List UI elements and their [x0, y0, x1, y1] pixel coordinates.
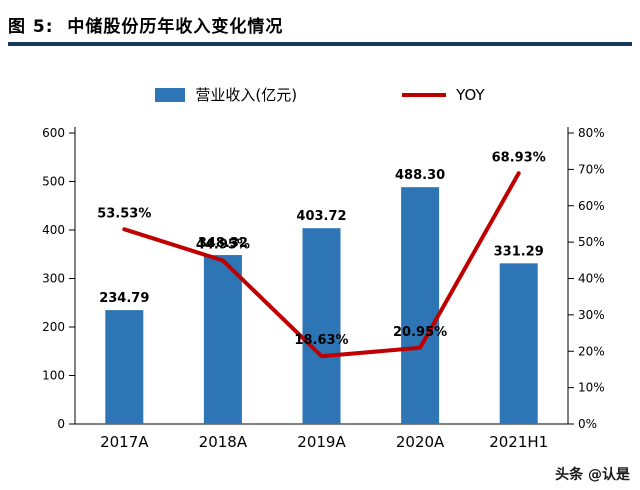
bar-value-label: 331.29	[494, 244, 544, 259]
legend-revenue-label: 营业收入(亿元)	[195, 86, 298, 104]
figure-header: 图 5: 中储股份历年收入变化情况	[8, 12, 632, 37]
watermark: 头条 @认是	[555, 467, 630, 483]
left-axis-tick-label: 400	[42, 223, 65, 237]
right-axis-tick-label: 50%	[578, 235, 605, 249]
x-axis-category-label: 2018A	[199, 433, 248, 451]
title-divider	[8, 42, 632, 46]
bar-value-label: 403.72	[296, 209, 346, 224]
x-axis-category-label: 2020A	[396, 433, 445, 451]
revenue-bar	[401, 187, 440, 424]
left-axis-tick-label: 600	[42, 126, 65, 140]
figure-title: 图 5: 中储股份历年收入变化情况	[8, 17, 284, 37]
left-axis-tick-label: 0	[57, 417, 65, 431]
bar-swatch-icon	[155, 87, 186, 102]
yoy-line	[122, 171, 521, 359]
legend-item-yoy: YOY	[402, 86, 485, 104]
right-axis-tick-label: 60%	[578, 199, 605, 213]
line-value-label: 20.95%	[393, 325, 447, 340]
x-axis-category-label: 2021H1	[489, 433, 548, 451]
right-axis-tick-label: 30%	[578, 308, 605, 322]
x-axis-category-label: 2017A	[100, 433, 149, 451]
right-axis-tick-label: 40%	[578, 272, 605, 286]
line-value-label: 18.63%	[294, 333, 348, 348]
left-axis-tick-label: 300	[42, 272, 65, 286]
chart-legend: 营业收入(亿元) YOY	[0, 84, 640, 105]
line-value-label: 44.95%	[196, 237, 250, 252]
bar-value-label: 348.32	[198, 236, 248, 251]
revenue-bar	[203, 255, 242, 424]
bar-value-label: 488.30	[395, 168, 445, 183]
right-axis-tick-label: 70%	[578, 162, 605, 176]
combo-chart: 0 100 200 300 400 500 600 0% 10% 20% 30% 40% 50% 60% 7…	[42, 126, 605, 451]
right-axis-tick-label: 10%	[578, 381, 605, 395]
line-value-label: 68.93%	[492, 150, 546, 165]
left-axis-tick-label: 500	[42, 175, 65, 189]
x-axis-category-label: 2019A	[297, 433, 346, 451]
revenue-bar	[302, 228, 341, 424]
legend-yoy-label: YOY	[456, 85, 485, 104]
legend-item-revenue: 营业收入(亿元)	[155, 84, 297, 105]
line-swatch-icon	[402, 92, 447, 97]
left-axis-tick-label: 200	[42, 320, 65, 334]
revenue-bar	[105, 310, 144, 424]
left-axis-tick-label: 100	[42, 369, 65, 383]
right-axis-tick-label: 80%	[578, 126, 605, 140]
revenue-bar	[499, 263, 538, 424]
right-axis-tick-label: 0%	[578, 417, 597, 431]
line-value-label: 53.53%	[97, 206, 151, 221]
right-axis-tick-label: 20%	[578, 344, 605, 358]
bar-value-label: 234.79	[99, 291, 149, 306]
